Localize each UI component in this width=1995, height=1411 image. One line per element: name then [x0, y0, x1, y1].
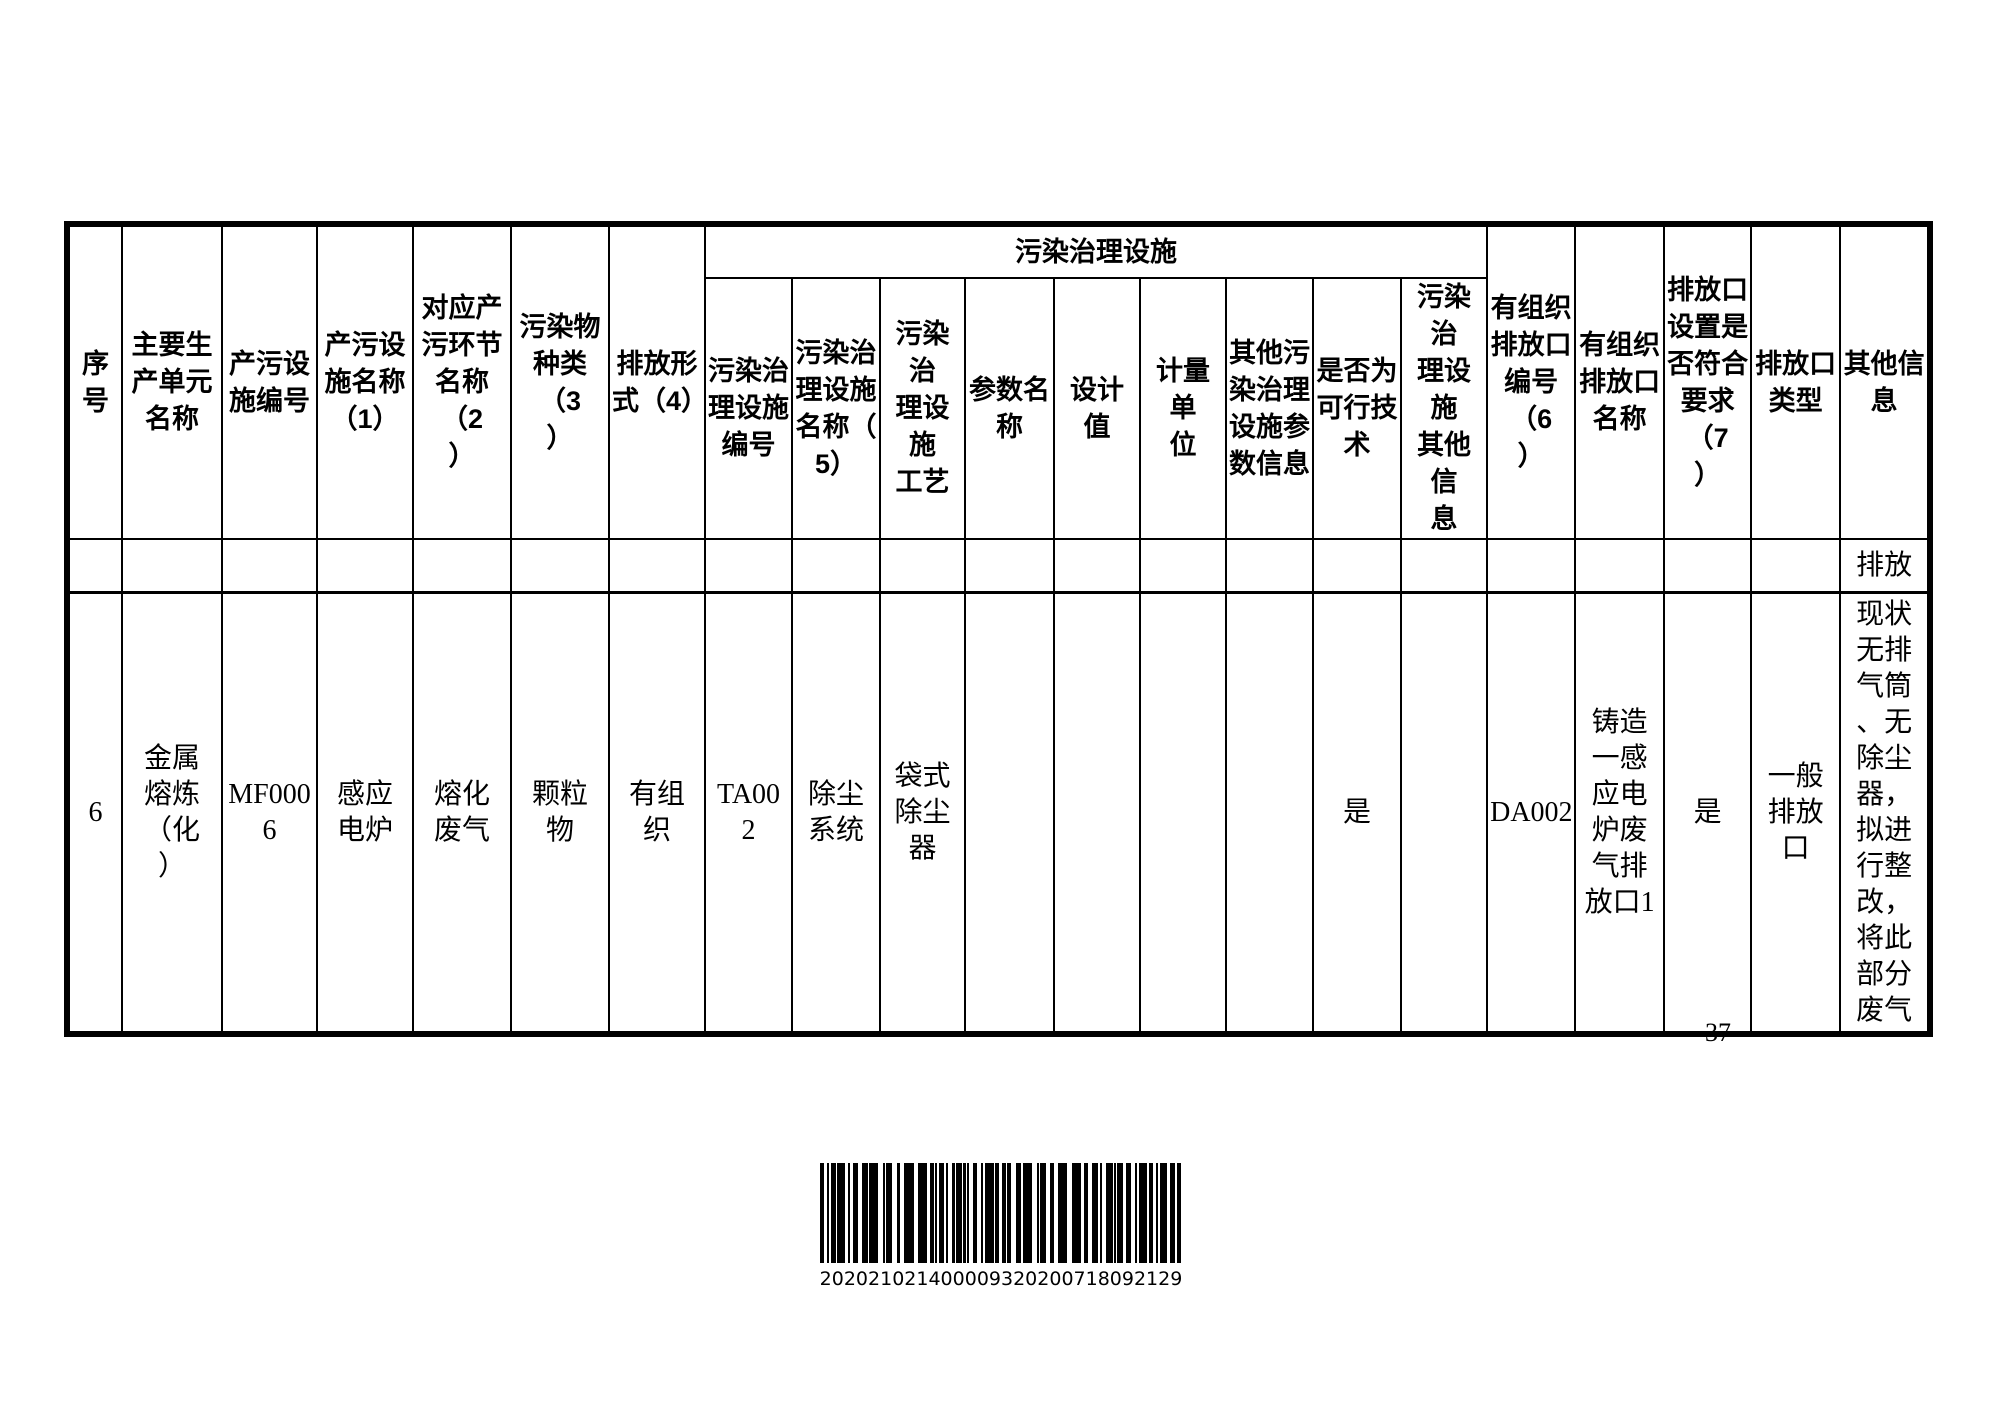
cell-empty: [1139, 538, 1227, 594]
cell-empty: [879, 538, 966, 594]
cell-empty: [1225, 538, 1314, 594]
cell-outlet-name: 铸造 一感 应电 炉废 气排 放口1: [1574, 591, 1666, 1033]
cell-measure-unit: [1139, 591, 1227, 1033]
cell-unit-name: 金属 熔炼 （化 ）: [121, 591, 223, 1033]
cell-treatment-code: TA00 2: [704, 591, 793, 1033]
cell-outlet-code: DA002: [1486, 591, 1577, 1033]
cell-empty: [1663, 538, 1753, 594]
header-param-name: 参数名 称: [964, 277, 1055, 540]
header-facility-code: 产污设 施编号: [221, 225, 318, 540]
table-row-continuation: 排放: [68, 538, 1930, 594]
cell-treatment-tech: 袋式 除尘 器: [879, 591, 966, 1033]
cell-other-param-info: [1225, 591, 1314, 1033]
cell-empty: [1312, 538, 1402, 594]
header-design-value: 设计值: [1053, 277, 1141, 540]
header-facility-name: 产污设 施名称 （1）: [316, 225, 414, 540]
cell-empty: [791, 538, 881, 594]
header-pollutant-type: 污染物 种类（3 ）: [510, 225, 610, 540]
header-group-treatment-facility: 污染治理设施: [703, 225, 1489, 279]
page-number: 37: [1705, 1018, 1731, 1047]
cell-empty: [221, 538, 318, 594]
header-treatment-other-info: 污染治 理设施 其他信 息: [1399, 277, 1489, 540]
cell-treatment-other-info: [1399, 591, 1489, 1033]
cell-empty: [1399, 538, 1489, 594]
cell-seq: 6: [68, 591, 123, 1033]
cell-outlet-compliance: 是: [1663, 591, 1753, 1033]
header-treatment-code: 污染治 理设施 编号: [704, 277, 793, 540]
cell-process-name: 熔化 废气: [412, 591, 512, 1033]
cell-facility-code: MF000 6: [221, 591, 318, 1033]
cell-feasible-tech: 是: [1312, 591, 1402, 1033]
header-other-param-info: 其他污 染治理 设施参 数信息: [1225, 277, 1314, 540]
barcode-digits: 202021021400009320200718092129: [819, 1268, 1183, 1290]
cell-empty: [1486, 538, 1577, 594]
header-outlet-code: 有组织 排放口 编号（6 ）: [1486, 225, 1577, 540]
cell-empty: [1053, 538, 1141, 594]
cell-continuation-other-info: 排放: [1839, 538, 1930, 594]
cell-empty: [704, 538, 793, 594]
header-feasible-tech: 是否为 可行技 术: [1312, 277, 1402, 540]
header-treatment-name: 污染治 理设施 名称（ 5）: [791, 277, 881, 540]
cell-empty: [608, 538, 706, 594]
cell-discharge-form: 有组 织: [608, 591, 706, 1033]
cell-empty: [68, 538, 123, 594]
header-other-info: 其他信 息: [1839, 225, 1930, 540]
permit-table: 序 号 主要生 产单元 名称 产污设 施编号 产污设 施名称 （1） 对应产 污…: [64, 221, 1934, 1037]
cell-facility-name: 感应 电炉: [316, 591, 414, 1033]
cell-outlet-type: 一般 排放 口: [1750, 591, 1842, 1033]
cell-treatment-name: 除尘 系统: [791, 591, 881, 1033]
header-outlet-compliance: 排放口 设置是 否符合 要求（7 ）: [1663, 225, 1753, 540]
cell-empty: [964, 538, 1055, 594]
cell-empty: [1750, 538, 1842, 594]
header-process-name: 对应产 污环节 名称（2 ）: [412, 225, 512, 540]
pollution-treatment-table: 序 号 主要生 产单元 名称 产污设 施编号 产污设 施名称 （1） 对应产 污…: [68, 225, 1930, 1033]
cell-other-info: 现状 无排 气筒 、无 除尘 器， 拟进 行整 改， 将此 部分 废气: [1839, 591, 1930, 1033]
cell-empty: [121, 538, 223, 594]
header-measure-unit: 计量单 位: [1139, 277, 1227, 540]
table-header-row-1: 序 号 主要生 产单元 名称 产污设 施编号 产污设 施名称 （1） 对应产 污…: [68, 225, 1930, 540]
cell-empty: [510, 538, 610, 594]
header-discharge-form: 排放形 式（4）: [608, 225, 706, 540]
cell-design-value: [1053, 591, 1141, 1033]
barcode: [820, 1163, 1182, 1263]
header-unit-name: 主要生 产单元 名称: [121, 225, 223, 540]
cell-empty: [316, 538, 414, 594]
table-header-row-2: 污染治 理设施 编号 污染治 理设施 名称（ 5） 污染治 理设施 工艺 参数名…: [69, 277, 1928, 540]
cell-empty: [412, 538, 512, 594]
table-row-6: 6 金属 熔炼 （化 ） MF000 6 感应 电炉 熔化 废气 颗粒 物 有组…: [68, 591, 1930, 1033]
header-outlet-type: 排放口 类型: [1750, 225, 1842, 540]
cell-empty: [1574, 538, 1666, 594]
cell-param-name: [964, 591, 1055, 1033]
header-seq: 序 号: [68, 225, 123, 540]
header-treatment-tech: 污染治 理设施 工艺: [879, 277, 966, 540]
cell-pollutant-type: 颗粒 物: [510, 591, 610, 1033]
header-outlet-name: 有组织 排放口 名称: [1574, 225, 1666, 540]
